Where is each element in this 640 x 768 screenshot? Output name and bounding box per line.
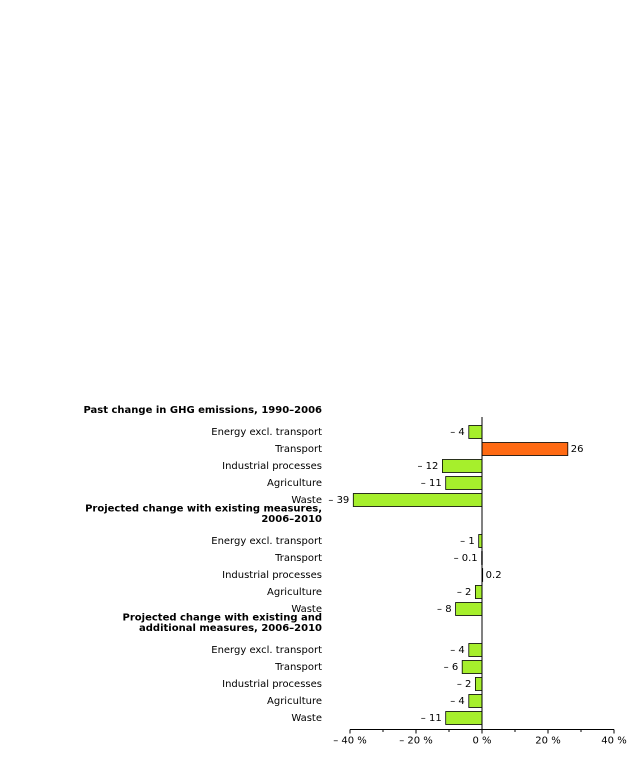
- category-label: Industrial processes: [222, 570, 322, 581]
- data-label: – 2: [457, 679, 472, 690]
- category-label: Energy excl. transport: [211, 536, 322, 547]
- x-tick-label: – 20 %: [399, 736, 433, 747]
- bar: [445, 711, 483, 725]
- bar: [441, 459, 483, 473]
- data-label: – 12: [417, 461, 438, 472]
- bar: [461, 660, 483, 674]
- group-title: additional measures, 2006–2010: [139, 623, 322, 634]
- data-label: – 8: [437, 604, 452, 615]
- category-label: Transport: [274, 444, 322, 455]
- bar: [468, 694, 483, 708]
- x-tick-label: 0 %: [472, 736, 491, 747]
- bar: [474, 585, 483, 599]
- category-label: Agriculture: [267, 587, 322, 598]
- data-label: – 6: [444, 662, 459, 673]
- category-label: Industrial processes: [222, 461, 322, 472]
- bar: [468, 643, 483, 657]
- data-label: – 1: [460, 536, 475, 547]
- data-label: – 2: [457, 587, 472, 598]
- data-label: – 39: [328, 495, 349, 506]
- x-tick-label: 40 %: [601, 736, 626, 747]
- category-label: Transport: [274, 662, 322, 673]
- bar: [468, 425, 483, 439]
- data-label: – 4: [450, 427, 465, 438]
- category-label: Agriculture: [267, 478, 322, 489]
- category-label: Energy excl. transport: [211, 427, 322, 438]
- data-label: – 11: [421, 478, 442, 489]
- category-label: Waste: [291, 713, 322, 724]
- bar: [481, 442, 569, 456]
- category-label: Transport: [274, 553, 322, 564]
- data-label: – 4: [450, 645, 465, 656]
- group-title: 2006–2010: [261, 514, 322, 525]
- data-label: – 11: [421, 713, 442, 724]
- data-label: – 4: [450, 696, 465, 707]
- group-title: Past change in GHG emissions, 1990–2006: [83, 405, 322, 416]
- category-label: Industrial processes: [222, 679, 322, 690]
- bar: [474, 677, 483, 691]
- bar: [352, 493, 483, 507]
- x-tick-label: 20 %: [535, 736, 560, 747]
- group-title: Projected change with existing measures,: [85, 504, 322, 515]
- group-title: Projected change with existing and: [123, 613, 322, 624]
- bar: [455, 602, 483, 616]
- category-label: Energy excl. transport: [211, 645, 322, 656]
- data-label: 0.2: [486, 570, 502, 581]
- data-label: 26: [571, 444, 584, 455]
- data-label: – 0.1: [454, 553, 478, 564]
- x-tick-label: – 40 %: [333, 736, 367, 747]
- category-label: Waste: [291, 604, 322, 615]
- category-label: Agriculture: [267, 696, 322, 707]
- category-label: Waste: [291, 495, 322, 506]
- bar: [445, 476, 483, 490]
